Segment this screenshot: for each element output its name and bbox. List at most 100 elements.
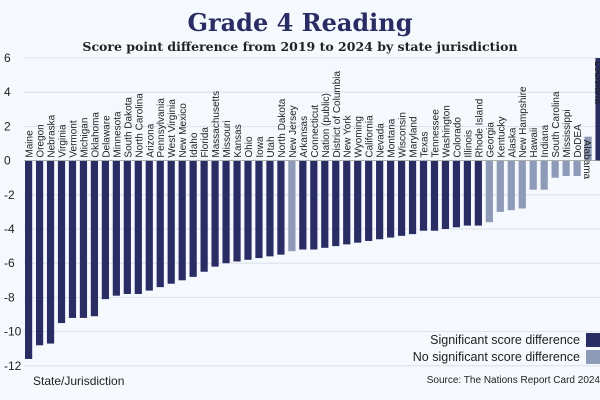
- y-tick-label: -12: [4, 359, 22, 373]
- bar: [354, 160, 362, 243]
- category-label: Utah: [266, 136, 277, 157]
- bar: [35, 160, 44, 346]
- bar: [178, 160, 186, 281]
- legend-item-significant: Significant score difference: [430, 333, 600, 347]
- chart-title: Grade 4 Reading: [187, 8, 413, 37]
- category-label: Colorado: [452, 117, 463, 158]
- bar: [332, 160, 340, 247]
- category-label: Wisconsin: [398, 112, 409, 158]
- bar: [343, 160, 351, 245]
- chart-subtitle: Score point difference from 2019 to 2024…: [82, 39, 518, 54]
- category-label: Oregon: [36, 124, 47, 157]
- y-tick-label: 0: [4, 154, 11, 168]
- bar: [222, 160, 230, 264]
- category-label: Tennessee: [430, 109, 441, 158]
- category-label: Vermont: [68, 120, 79, 157]
- bar: [277, 160, 285, 255]
- y-tick-label: 2: [4, 119, 11, 133]
- bar: [507, 160, 515, 211]
- bar: [156, 160, 164, 288]
- category-label: Maine: [25, 130, 36, 158]
- category-label: Washington: [441, 105, 452, 157]
- category-label: Kentucky: [496, 116, 507, 157]
- bar: [474, 160, 482, 226]
- category-label: North Dakota: [277, 98, 288, 157]
- y-tick-label: -10: [4, 325, 22, 339]
- category-label: Montana: [387, 118, 398, 157]
- category-label: New York: [343, 114, 354, 157]
- category-label: Massachusetts: [211, 91, 222, 158]
- y-tick-label: 4: [4, 85, 11, 99]
- bar: [321, 160, 329, 248]
- y-tick-label: -8: [4, 290, 15, 304]
- bar: [584, 136, 592, 161]
- category-label: South Carolina: [551, 91, 562, 158]
- bar: [551, 160, 559, 178]
- category-label: Illinois: [463, 130, 474, 158]
- bar: [211, 160, 219, 267]
- category-label: North Carolina: [134, 93, 145, 158]
- bar: [244, 160, 252, 260]
- bar: [463, 160, 471, 226]
- category-label: Arkansas: [299, 116, 310, 158]
- category-label: Rhode Island: [474, 99, 485, 158]
- category-label: Connecticut: [310, 105, 321, 158]
- bar: [496, 160, 504, 212]
- bar: [200, 160, 208, 272]
- y-tick-label: -2: [4, 188, 15, 202]
- legend-label-not-significant: No significant score difference: [412, 350, 580, 364]
- bar: [233, 160, 241, 262]
- bar: [387, 160, 395, 238]
- category-label: New Hampshire: [518, 86, 529, 158]
- category-label: Ohio: [244, 136, 255, 158]
- bar: [57, 160, 66, 324]
- bar: [573, 160, 581, 176]
- category-label: Indiana: [540, 124, 551, 157]
- bar: [518, 160, 526, 209]
- bar: [189, 160, 197, 277]
- category-label: Florida: [200, 127, 211, 158]
- category-label: Mississippi: [562, 109, 573, 157]
- bar: [288, 160, 296, 252]
- category-label: DoDEA: [573, 124, 584, 158]
- bar: [529, 160, 537, 190]
- category-label: Idaho: [189, 132, 200, 157]
- bar: [255, 160, 263, 259]
- category-label: Kansas: [233, 124, 244, 157]
- category-label: South Dakota: [123, 97, 134, 158]
- bar: [430, 160, 439, 231]
- category-label: Arizona: [145, 123, 156, 157]
- bar: [441, 160, 450, 229]
- bar: [134, 160, 142, 294]
- category-label: Nebraska: [47, 114, 58, 157]
- category-label: Pennsylvania: [156, 98, 167, 158]
- category-label: Alabama: [581, 140, 592, 180]
- bar: [365, 160, 373, 241]
- legend-swatch-significant: [586, 333, 600, 347]
- bar: [452, 160, 461, 228]
- category-label: Nation (public): [321, 93, 332, 157]
- category-label: Hawaii: [529, 128, 540, 158]
- category-label: Virginia: [58, 124, 69, 158]
- bar: [540, 160, 548, 190]
- bar: [167, 160, 175, 284]
- bar: [397, 160, 406, 236]
- bar: [419, 160, 428, 231]
- y-tick-label: -6: [4, 256, 15, 270]
- bar: [101, 160, 109, 300]
- category-label: New Jersey: [288, 105, 299, 157]
- legend-item-not-significant: No significant score difference: [413, 350, 600, 364]
- bar: [25, 160, 33, 359]
- category-label: Nevada: [376, 123, 387, 158]
- category-label: Wyoming: [354, 116, 365, 158]
- bar: [68, 160, 77, 318]
- bar: [408, 160, 417, 235]
- category-label: Michigan: [79, 118, 90, 158]
- category-label: Oklahoma: [90, 112, 101, 158]
- bar: [145, 160, 153, 291]
- category-label: District of Columbia: [332, 70, 343, 157]
- y-tick-label: 6: [4, 51, 11, 65]
- bar: [46, 160, 55, 344]
- bar: [485, 160, 493, 223]
